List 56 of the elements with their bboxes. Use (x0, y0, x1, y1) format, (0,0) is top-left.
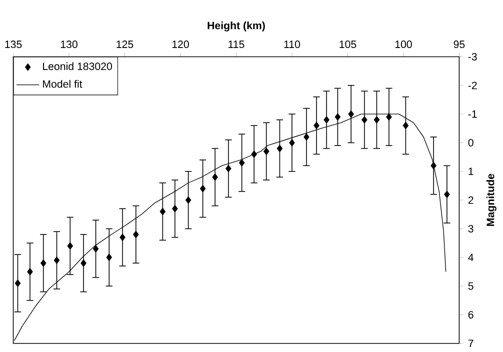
point (200, 184, 206, 192)
point (444, 190, 450, 198)
point (334, 113, 341, 120)
y-tick-label: 6 (468, 310, 474, 318)
point (289, 138, 295, 146)
x-tick-label: 100 (395, 40, 412, 48)
legend-label: Leonid 183020 (43, 62, 112, 70)
point (324, 116, 330, 124)
point (374, 116, 380, 124)
point (92, 244, 99, 252)
x-tick-label: 120 (172, 40, 189, 48)
point (263, 147, 270, 155)
x-tick-label: 115 (228, 40, 244, 48)
point (238, 158, 245, 166)
point (120, 233, 126, 241)
x-axis-title: Height (km) (208, 21, 265, 32)
point (160, 208, 166, 216)
y-tick-label: 7 (468, 340, 474, 347)
x-tick-label: 135 (5, 40, 22, 48)
y-tick-label: 4 (468, 254, 474, 261)
point (133, 230, 139, 238)
point (430, 162, 436, 170)
y-tick-label: 0 (468, 138, 474, 146)
point (386, 113, 392, 120)
y-axis-title: Magnitude (486, 174, 496, 226)
point (185, 196, 192, 204)
point (54, 256, 60, 264)
point (348, 110, 354, 118)
point (304, 133, 310, 141)
x-tick-label: 125 (116, 40, 134, 48)
point (251, 150, 257, 158)
point (226, 164, 232, 172)
point (80, 259, 86, 267)
x-tick-label: 110 (284, 40, 300, 48)
point (27, 268, 33, 276)
point (40, 259, 46, 267)
y-tick-label: 1 (468, 168, 474, 175)
y-tick-label: 5 (468, 282, 474, 290)
x-tick-label: 95 (454, 40, 465, 48)
y-tick-label: -2 (468, 82, 477, 89)
point (14, 279, 21, 287)
y-tick-label: -1 (468, 110, 477, 118)
y-tick-label: -3 (468, 52, 477, 60)
y-tick-label: 3 (468, 224, 474, 232)
point (212, 173, 218, 181)
point (106, 254, 112, 261)
point (402, 122, 409, 130)
point (276, 144, 283, 152)
point (67, 242, 73, 250)
y-tick-label: 2 (468, 196, 474, 204)
x-tick-label: 130 (60, 40, 78, 48)
point (362, 116, 368, 124)
point (314, 122, 320, 130)
point (172, 204, 178, 212)
legend-label: Model fit (43, 80, 82, 88)
x-tick-label: 105 (340, 40, 356, 48)
